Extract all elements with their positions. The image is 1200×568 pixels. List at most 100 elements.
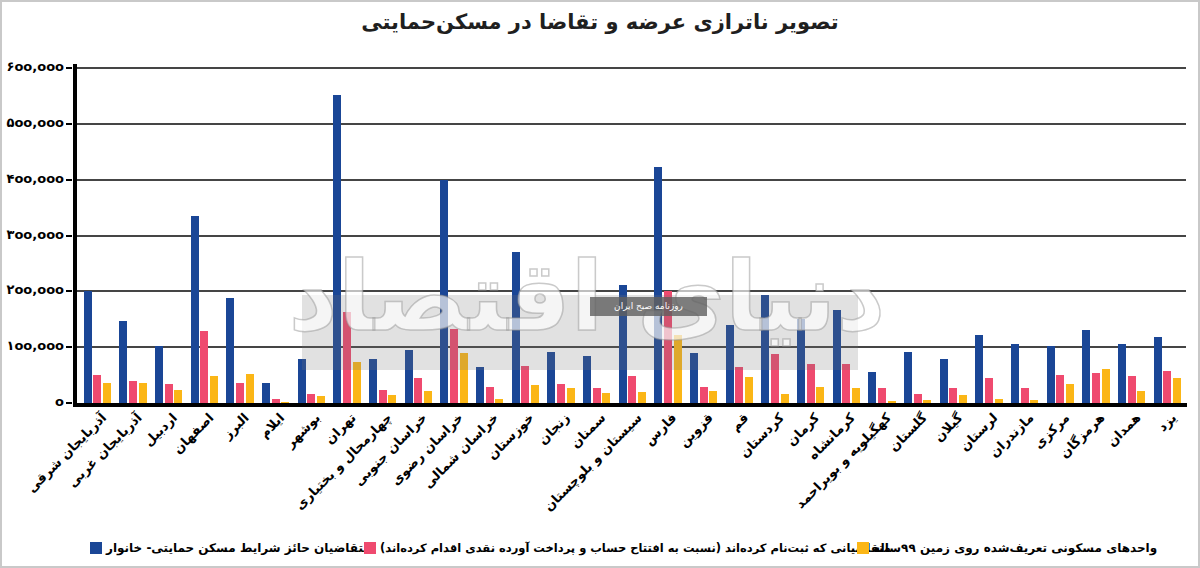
bar-2-22 <box>888 401 896 403</box>
bar-0-25 <box>975 335 983 403</box>
bar-1-30 <box>1163 371 1171 403</box>
bar-1-29 <box>1128 376 1136 403</box>
bar-1-1 <box>129 381 137 403</box>
legend: متقاضیان حائز شرایط مسکن حمایتی- خانوار … <box>2 539 1198 559</box>
chart-title: تصویر ناترازی عرضه و تقاضا در مسکن‌حمایت… <box>2 10 1198 34</box>
bar-1-11 <box>486 387 494 403</box>
bar-0-22 <box>868 372 876 403</box>
bar-1-28 <box>1092 373 1100 403</box>
bar-1-27 <box>1056 375 1064 403</box>
bar-2-21 <box>852 388 860 403</box>
bar-2-12 <box>531 385 539 403</box>
bar-2-26 <box>1030 400 1038 403</box>
bar-2-13 <box>567 388 575 403</box>
bar-2-25 <box>995 399 1003 403</box>
bar-1-5 <box>272 399 280 403</box>
y-tick <box>66 402 72 404</box>
x-axis-label: یزد <box>1155 410 1179 434</box>
bar-2-23 <box>923 400 931 403</box>
x-axis-label: همدان <box>1104 410 1143 449</box>
bar-1-6 <box>307 394 315 403</box>
y-axis-label: ۱oo,ooo <box>2 338 64 353</box>
bar-1-3 <box>200 331 208 403</box>
bar-1-23 <box>914 394 922 403</box>
bar-2-0 <box>103 383 111 403</box>
bar-2-30 <box>1173 378 1181 403</box>
legend-label: متقاضیان حائز شرایط مسکن حمایتی- خانوار <box>106 539 371 557</box>
chart-page: تصویر ناترازی عرضه و تقاضا در مسکن‌حمایت… <box>0 0 1200 568</box>
gridline <box>77 123 1186 125</box>
x-axis-label: فارس <box>642 410 680 448</box>
bar-0-5 <box>262 383 270 403</box>
bar-1-22 <box>878 388 886 403</box>
legend-swatch-pink <box>364 542 376 554</box>
bar-0-26 <box>1011 344 1019 403</box>
bar-2-8 <box>388 395 396 403</box>
bar-1-2 <box>165 384 173 403</box>
bar-0-0 <box>84 291 92 403</box>
y-axis-label: ۳oo,ooo <box>2 227 64 242</box>
bar-0-29 <box>1118 344 1126 403</box>
bar-2-9 <box>424 391 432 403</box>
bar-1-18 <box>735 367 743 403</box>
bar-2-1 <box>139 383 147 403</box>
bar-1-17 <box>700 387 708 403</box>
bar-1-20 <box>807 364 815 403</box>
x-axis-line <box>73 403 1187 407</box>
bar-2-28 <box>1102 369 1110 403</box>
bar-0-23 <box>904 352 912 403</box>
watermark-tagline-box: روزنامه صبح ایران <box>590 297 707 316</box>
bar-1-25 <box>985 378 993 403</box>
bar-1-8 <box>379 390 387 403</box>
y-axis-label: ۵oo,ooo <box>2 115 64 130</box>
legend-label: واحدهای مسکونی تعریف‌شده روی زمین ۹۹ساله <box>873 539 1157 557</box>
y-axis-label: ۴oo,ooo <box>2 171 64 186</box>
bar-2-24 <box>959 395 967 403</box>
y-axis-label: ۲oo,ooo <box>2 282 64 297</box>
bar-0-24 <box>940 359 948 403</box>
bar-2-2 <box>174 390 182 403</box>
x-axis-label: گلستان <box>885 410 929 454</box>
bar-0-30 <box>1154 337 1162 403</box>
y-axis-label: ۶oo,ooo <box>2 59 64 74</box>
x-axis-label: البرز <box>220 410 252 442</box>
bar-1-0 <box>93 375 101 403</box>
bar-2-19 <box>781 394 789 403</box>
y-tick <box>66 346 72 348</box>
bar-1-15 <box>628 376 636 403</box>
watermark-brand-text: دنیای اقتصاد <box>282 241 892 353</box>
bar-0-27 <box>1047 346 1055 403</box>
gridline <box>77 235 1186 237</box>
bar-2-6 <box>317 396 325 403</box>
x-axis-label: قم <box>727 410 751 434</box>
legend-swatch-blue <box>90 542 102 554</box>
bar-2-20 <box>816 387 824 403</box>
bar-2-3 <box>210 376 218 403</box>
y-tick <box>66 179 72 181</box>
bar-2-17 <box>709 391 717 403</box>
x-axis-label: ایلام <box>257 410 288 441</box>
bar-1-9 <box>414 378 422 403</box>
legend-label: متقاضیانی که ثبت‌نام کرده‌اند (نسبت به ا… <box>380 539 891 557</box>
bar-0-11 <box>476 367 484 403</box>
legend-swatch-yellow <box>857 542 869 554</box>
y-tick <box>66 123 72 125</box>
gridline <box>77 179 1186 181</box>
bar-2-27 <box>1066 384 1074 403</box>
bar-2-4 <box>246 374 254 403</box>
bar-1-24 <box>949 388 957 403</box>
bar-1-4 <box>236 383 244 403</box>
bar-2-11 <box>495 399 503 403</box>
bar-0-28 <box>1082 330 1090 403</box>
y-tick <box>66 235 72 237</box>
y-axis-label: o <box>2 394 64 409</box>
bar-2-5 <box>281 402 289 403</box>
x-axis-label: بوشهر <box>282 410 323 451</box>
bar-1-14 <box>593 388 601 403</box>
bar-2-29 <box>1137 391 1145 403</box>
bar-0-1 <box>119 321 127 403</box>
y-tick <box>66 67 72 69</box>
x-axis-label: زنجان <box>536 410 573 447</box>
x-axis-label: قزوین <box>676 410 716 450</box>
bar-2-18 <box>745 377 753 403</box>
